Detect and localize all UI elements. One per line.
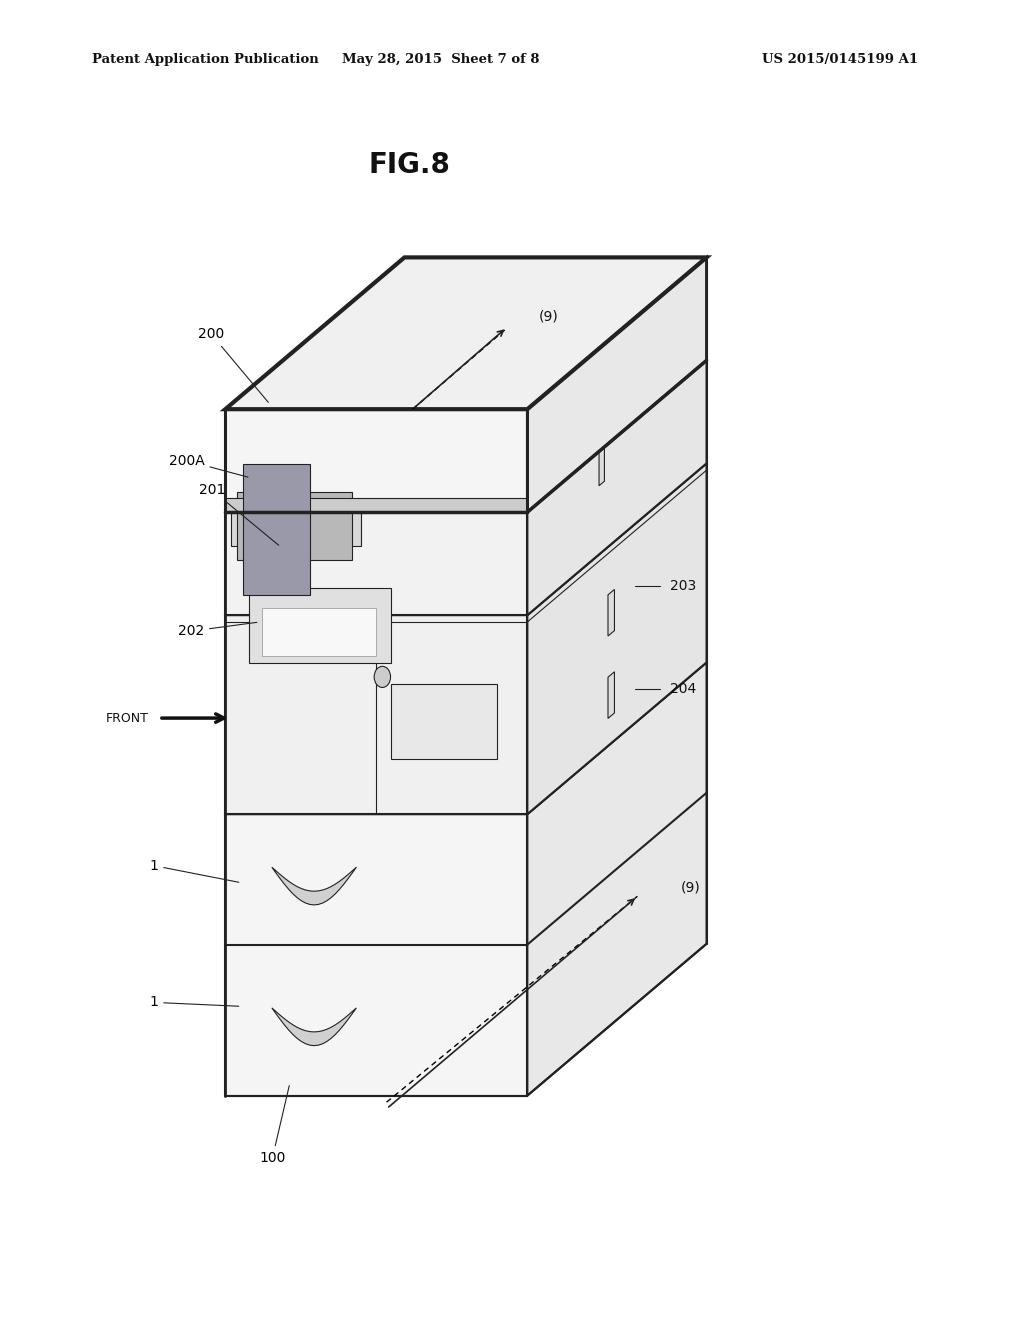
Text: May 28, 2015  Sheet 7 of 8: May 28, 2015 Sheet 7 of 8: [342, 53, 539, 66]
Text: 204: 204: [671, 681, 696, 696]
Polygon shape: [261, 609, 377, 656]
Polygon shape: [231, 512, 361, 546]
Text: FRONT: FRONT: [105, 711, 148, 725]
Text: FIG.8: FIG.8: [369, 150, 451, 180]
Text: 200: 200: [199, 327, 268, 403]
Polygon shape: [250, 587, 391, 663]
Polygon shape: [225, 257, 707, 409]
Polygon shape: [527, 663, 707, 1096]
Text: 201: 201: [199, 483, 279, 545]
Polygon shape: [225, 814, 527, 1096]
Text: 100: 100: [259, 1085, 289, 1166]
Polygon shape: [271, 867, 356, 906]
Polygon shape: [527, 257, 707, 512]
Polygon shape: [608, 590, 614, 636]
Polygon shape: [225, 615, 527, 814]
Polygon shape: [271, 1008, 356, 1045]
Text: 1: 1: [150, 995, 239, 1010]
Text: 200A: 200A: [169, 454, 248, 477]
Text: 202: 202: [178, 622, 257, 638]
Text: (9): (9): [681, 880, 700, 895]
Polygon shape: [527, 463, 707, 814]
Polygon shape: [599, 447, 604, 486]
Polygon shape: [225, 409, 527, 512]
Polygon shape: [244, 465, 310, 594]
Polygon shape: [391, 684, 498, 759]
Polygon shape: [225, 499, 527, 512]
Polygon shape: [608, 672, 614, 718]
Text: US 2015/0145199 A1: US 2015/0145199 A1: [762, 53, 918, 66]
Text: (9): (9): [539, 310, 558, 323]
Text: 203: 203: [671, 578, 696, 593]
Polygon shape: [527, 360, 707, 615]
Polygon shape: [225, 512, 527, 615]
Polygon shape: [225, 257, 707, 409]
Text: 1: 1: [150, 858, 239, 882]
Polygon shape: [225, 463, 707, 615]
Circle shape: [374, 667, 390, 688]
Text: Patent Application Publication: Patent Application Publication: [92, 53, 318, 66]
Polygon shape: [225, 663, 707, 814]
Polygon shape: [238, 491, 352, 560]
